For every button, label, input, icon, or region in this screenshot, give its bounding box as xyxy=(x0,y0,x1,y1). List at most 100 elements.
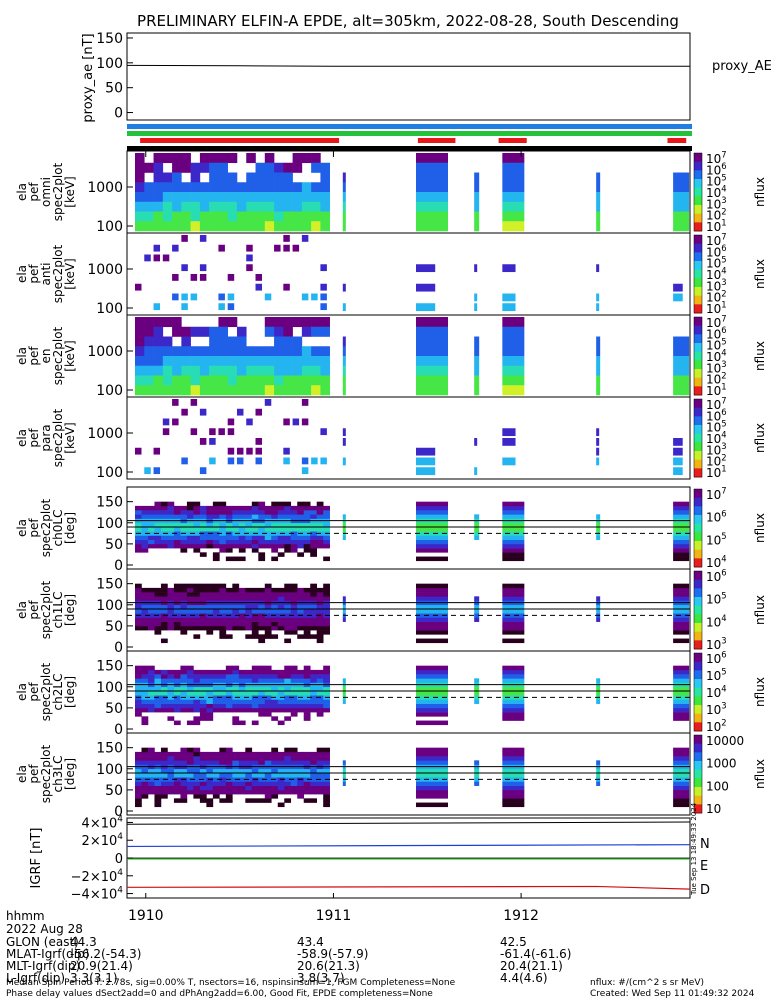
pitch-cell xyxy=(251,587,259,593)
spectrogram-cell xyxy=(153,346,164,357)
spectrogram-cell xyxy=(162,346,173,357)
pitch-stripe-cell xyxy=(416,777,449,782)
pitch-cell xyxy=(232,505,240,511)
spectrogram-stripe-cell xyxy=(673,211,690,222)
pitch-cell xyxy=(186,781,194,786)
pitch-cell xyxy=(310,777,318,782)
pitch-cell xyxy=(316,630,324,635)
spectrogram-stripe-cell xyxy=(342,303,346,312)
pitch-cell xyxy=(219,798,227,803)
bar-red-segment xyxy=(667,138,687,143)
pitch-cell xyxy=(173,505,181,511)
pitch-ylabel-line: ela xyxy=(15,765,29,783)
pitch-cell xyxy=(206,587,214,593)
pitch-cell xyxy=(193,789,201,795)
pitch-cell xyxy=(225,756,233,761)
spectrogram-stripe-cell xyxy=(596,221,601,232)
spectrogram-stripe-cell xyxy=(474,467,478,476)
pitch-cell xyxy=(303,609,311,614)
pitch-cell xyxy=(135,527,142,532)
pitch-cell xyxy=(290,751,298,757)
spectrogram-colorbar-segment xyxy=(694,416,702,426)
spectrogram-cell xyxy=(246,211,256,222)
pitch-cell xyxy=(167,527,175,532)
spectrogram-cell xyxy=(209,326,219,337)
igrf-line-N xyxy=(126,844,691,848)
spectrogram-cell xyxy=(311,385,321,396)
spectrogram-cell xyxy=(246,153,256,164)
spectrogram-cbar-label: nflux xyxy=(753,423,767,453)
pitch-cell xyxy=(206,789,214,795)
pitch-cell xyxy=(147,535,155,540)
pitch-cell xyxy=(225,794,233,799)
spectrogram-cell xyxy=(246,244,253,252)
pitch-cell xyxy=(173,751,181,757)
pitch-cell xyxy=(297,773,305,778)
pitch-stripe-cell xyxy=(596,699,601,704)
spectrogram-cell xyxy=(246,375,256,386)
pitch-cell xyxy=(154,781,162,786)
spectrogram-cell xyxy=(181,221,191,232)
pitch-cell xyxy=(160,501,168,507)
spectrogram-cell xyxy=(172,162,182,173)
spectrogram-cell xyxy=(264,153,275,164)
spectrogram-cell xyxy=(236,447,244,455)
pitch-cell xyxy=(186,505,194,511)
pitch-cell xyxy=(297,699,305,704)
pitch-stripe-cell xyxy=(416,789,449,795)
spectrogram-cell xyxy=(320,365,330,376)
spectrogram-stripe-cell xyxy=(342,221,346,232)
pitch-cell xyxy=(290,686,298,692)
spectrogram-cbar-label: nflux xyxy=(753,341,767,371)
pitch-cell xyxy=(258,665,266,671)
spectrogram-cell xyxy=(162,356,173,367)
pitch-cell xyxy=(264,621,272,627)
pitch-cell xyxy=(154,625,162,631)
pitch-stripe-cell xyxy=(474,596,480,601)
pitch-cell xyxy=(193,695,201,700)
pitch-stripe-cell xyxy=(416,592,449,597)
pitch-cell xyxy=(180,747,188,753)
pitch-cell xyxy=(271,587,279,593)
pitch-cell xyxy=(316,747,324,753)
pitch-cell xyxy=(251,768,259,774)
pitch-stripe-cell xyxy=(416,686,449,692)
pitch-cell xyxy=(277,621,285,627)
pitch-cell xyxy=(219,674,227,679)
pitch-colorbar-tick-label: 100 xyxy=(706,779,729,793)
spectrogram-cell xyxy=(181,385,191,396)
pitch-stripe-cell xyxy=(502,543,525,549)
pitch-cell xyxy=(212,510,220,515)
spectrogram-cell xyxy=(255,211,266,222)
spectrogram-cell xyxy=(172,418,179,426)
pitch-panel-1: 150100500elapefspec2plotch1LC[deg]106105… xyxy=(15,568,767,656)
pitch-cell xyxy=(271,760,279,765)
pitch-colorbar-segment xyxy=(694,489,702,499)
pitch-ylabel-line: spec2plot xyxy=(39,744,53,803)
spectrogram-cell xyxy=(190,221,201,232)
pitch-colorbar-segment xyxy=(694,761,702,771)
pitch-cell xyxy=(284,760,292,765)
pitch-stripe-cell xyxy=(416,501,449,507)
spectrogram-cell xyxy=(255,356,266,367)
pitch-cell xyxy=(199,543,207,549)
pitch-cell xyxy=(284,716,292,721)
spectrogram-cell xyxy=(274,201,284,212)
pitch-cell xyxy=(199,522,207,528)
pitch-cell xyxy=(225,543,233,549)
pitch-cell xyxy=(271,510,279,515)
pitch-cell xyxy=(219,510,227,515)
spectrogram-cell xyxy=(190,172,201,183)
pitch-cell xyxy=(141,592,149,597)
spectrogram-stripe-cell xyxy=(673,283,683,292)
pitch-cell xyxy=(141,686,149,692)
pitch-cell xyxy=(167,501,175,507)
pitch-cell xyxy=(303,686,311,692)
spectrogram-ylabel-line: pef xyxy=(27,346,41,366)
pitch-cell xyxy=(160,583,168,589)
pitch-cell xyxy=(160,543,168,549)
pitch-cell xyxy=(290,789,298,795)
pitch-cell xyxy=(154,756,162,761)
